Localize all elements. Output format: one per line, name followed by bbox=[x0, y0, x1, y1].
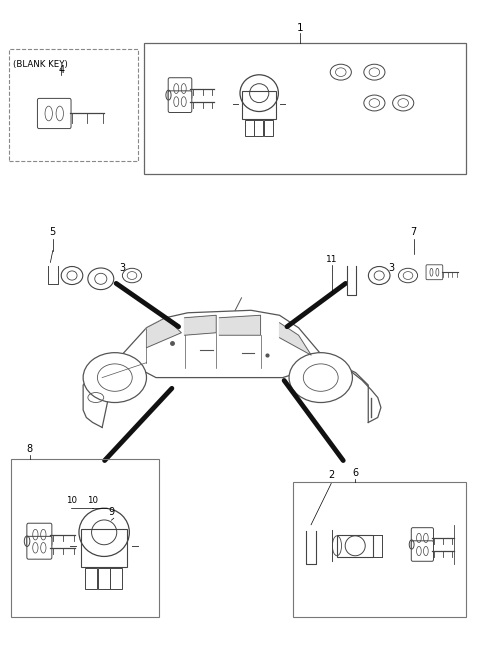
Text: 3: 3 bbox=[388, 262, 394, 273]
Bar bbox=[254, 121, 264, 136]
Bar bbox=[242, 91, 276, 119]
Text: 3: 3 bbox=[119, 262, 125, 273]
Polygon shape bbox=[184, 316, 216, 335]
Bar bbox=[82, 529, 127, 567]
Bar bbox=[110, 568, 122, 589]
FancyBboxPatch shape bbox=[411, 541, 433, 562]
Text: 8: 8 bbox=[27, 444, 33, 454]
Text: 6: 6 bbox=[352, 468, 358, 478]
FancyBboxPatch shape bbox=[27, 523, 52, 546]
Text: (BLANK KEY): (BLANK KEY) bbox=[13, 60, 68, 69]
FancyBboxPatch shape bbox=[426, 265, 443, 279]
Polygon shape bbox=[279, 323, 311, 355]
Bar bbox=[144, 43, 466, 174]
Text: 9: 9 bbox=[108, 507, 114, 517]
Bar bbox=[9, 49, 138, 161]
Text: 2: 2 bbox=[328, 470, 335, 480]
Polygon shape bbox=[219, 316, 261, 335]
Ellipse shape bbox=[289, 353, 352, 403]
FancyBboxPatch shape bbox=[27, 537, 52, 559]
Polygon shape bbox=[83, 310, 381, 428]
Bar bbox=[264, 121, 273, 136]
Bar bbox=[11, 459, 159, 617]
Text: 10: 10 bbox=[87, 496, 97, 505]
Text: 1: 1 bbox=[297, 23, 303, 33]
Bar bbox=[337, 535, 373, 557]
Bar bbox=[97, 568, 110, 589]
Text: 5: 5 bbox=[49, 228, 56, 237]
Polygon shape bbox=[146, 318, 181, 348]
FancyBboxPatch shape bbox=[411, 527, 433, 548]
Text: 7: 7 bbox=[410, 228, 417, 237]
FancyBboxPatch shape bbox=[168, 77, 192, 99]
Bar bbox=[85, 568, 97, 589]
Text: 10: 10 bbox=[66, 496, 76, 505]
Bar bbox=[293, 482, 466, 617]
Text: 11: 11 bbox=[326, 255, 338, 264]
Text: 4: 4 bbox=[59, 66, 64, 75]
FancyBboxPatch shape bbox=[168, 91, 192, 113]
FancyBboxPatch shape bbox=[37, 98, 71, 129]
Bar bbox=[245, 121, 254, 136]
Ellipse shape bbox=[83, 353, 146, 403]
